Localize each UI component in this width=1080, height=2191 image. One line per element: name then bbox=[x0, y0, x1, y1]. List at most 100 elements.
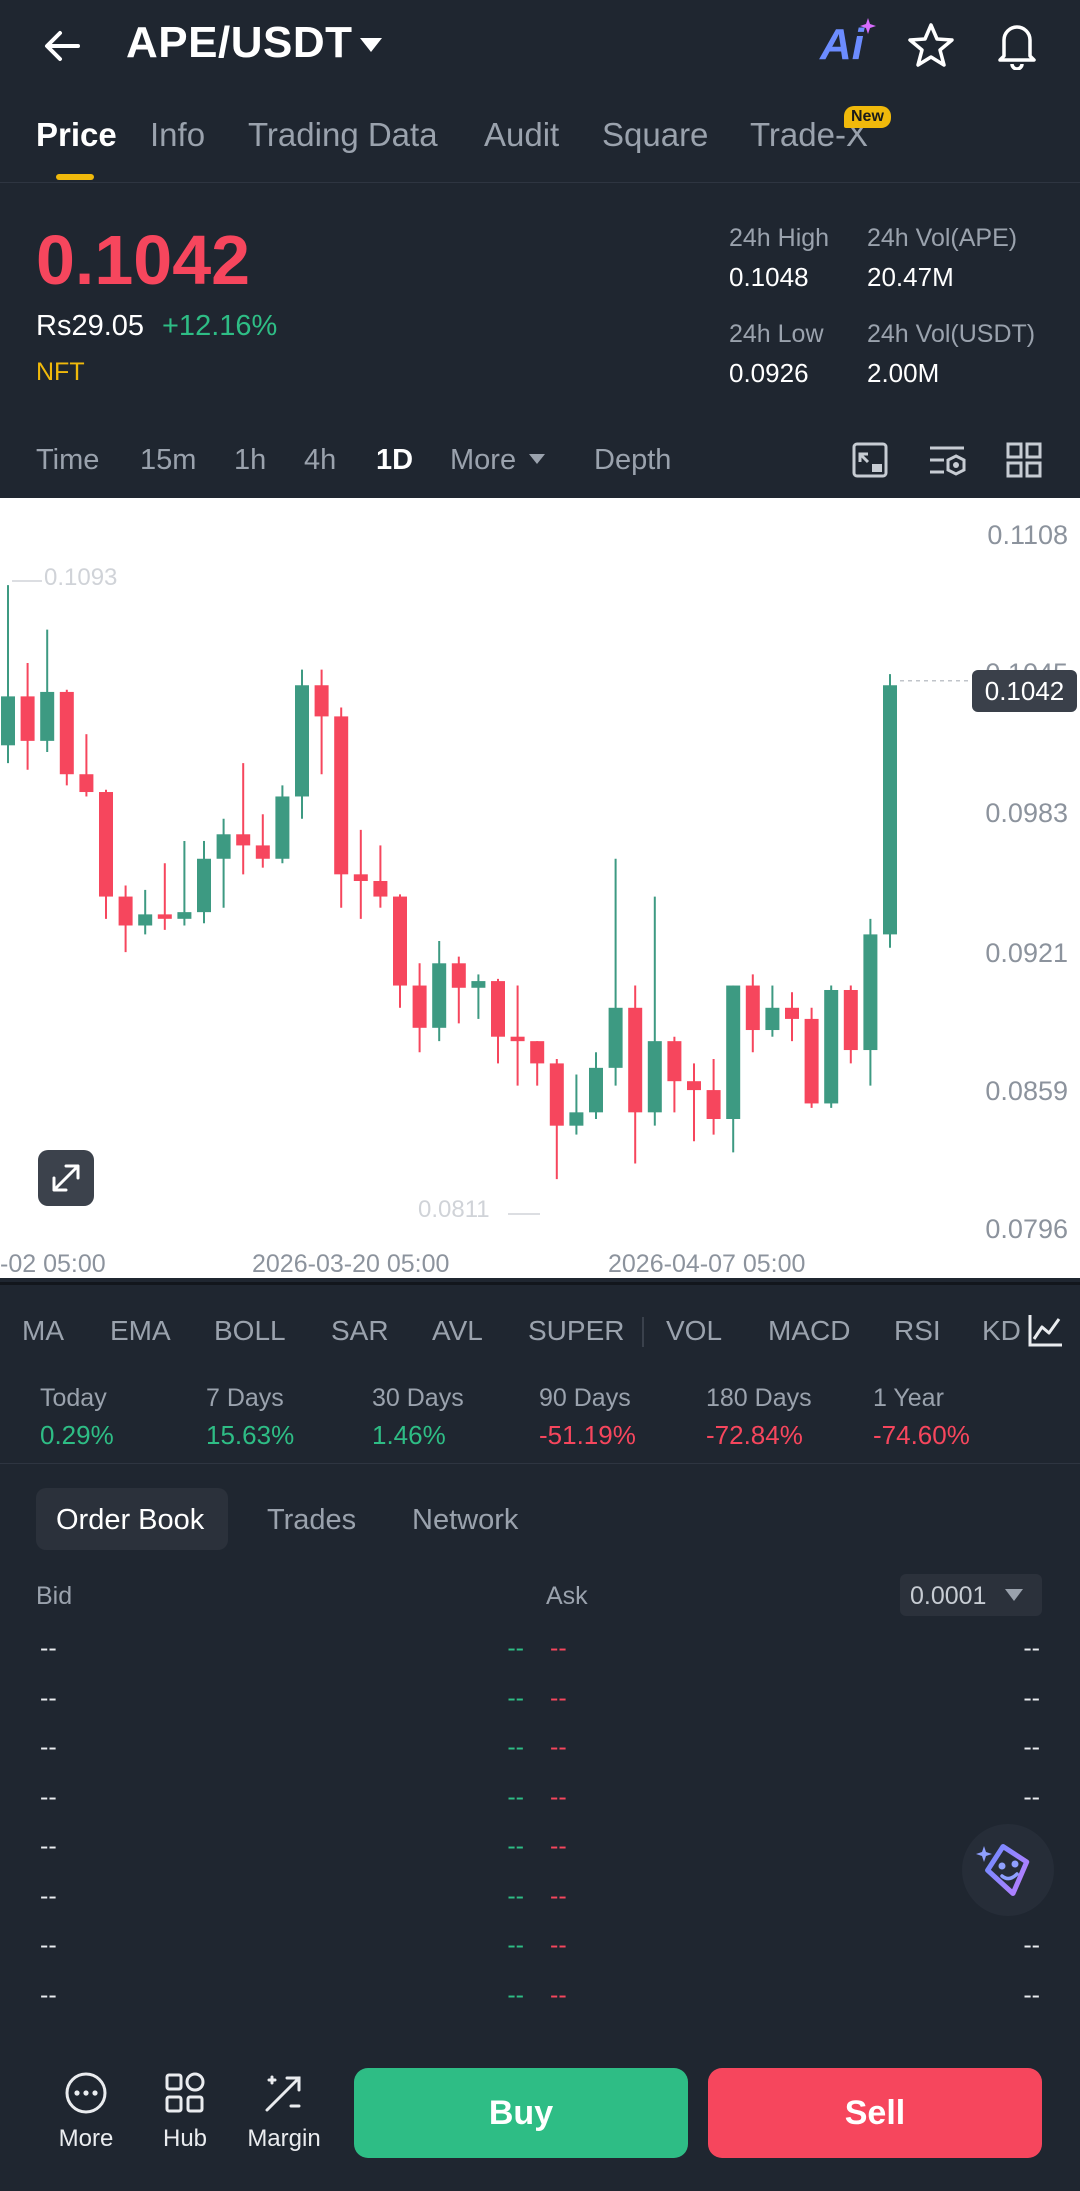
tab-price[interactable]: Price bbox=[36, 116, 117, 153]
indicator-boll[interactable]: BOLL bbox=[214, 1315, 286, 1346]
more-dropdown-icon[interactable] bbox=[528, 452, 546, 470]
buy-button[interactable]: Buy bbox=[354, 2068, 688, 2158]
ai-button[interactable]: Ai bbox=[820, 18, 876, 69]
tab-order-book-bg[interactable] bbox=[36, 1488, 228, 1550]
ask-qty: -- bbox=[550, 1882, 567, 1910]
grid-layout-icon[interactable] bbox=[1004, 440, 1044, 485]
tab-trading-data[interactable]: Trading Data bbox=[248, 116, 438, 153]
candle-body bbox=[647, 1041, 662, 1113]
candle-body bbox=[510, 1036, 525, 1042]
bid-price: -- bbox=[40, 1684, 57, 1712]
interval-time[interactable]: Time bbox=[36, 444, 100, 476]
ask-qty: -- bbox=[550, 1832, 567, 1860]
indicator-settings-icon[interactable] bbox=[1024, 1309, 1066, 1356]
hub-button[interactable]: Hub bbox=[130, 2070, 240, 2153]
ai-assistant-button[interactable] bbox=[962, 1824, 1054, 1916]
order-book-row[interactable]: -------- bbox=[0, 1931, 1080, 1971]
ask-price: -- bbox=[1023, 1931, 1040, 1959]
interval-1h[interactable]: 1h bbox=[234, 444, 267, 476]
tab-trades[interactable]: Trades bbox=[267, 1504, 357, 1536]
margin-label: Margin bbox=[247, 2125, 321, 2152]
star-icon[interactable] bbox=[906, 20, 956, 75]
ask-price: -- bbox=[1023, 1783, 1040, 1811]
indicator-ema[interactable]: EMA bbox=[110, 1315, 171, 1346]
tab-square[interactable]: Square bbox=[602, 116, 709, 153]
candle-body bbox=[295, 685, 309, 797]
low-label: 24h Low bbox=[729, 320, 824, 348]
tab-info[interactable]: Info bbox=[150, 116, 206, 153]
y-tick: 0.0859 bbox=[985, 1076, 1068, 1106]
pair-title[interactable]: APE/USDT bbox=[126, 18, 353, 67]
order-book-row[interactable]: -- -- -- bbox=[0, 1832, 1080, 1872]
pair-dropdown-icon[interactable] bbox=[358, 36, 384, 59]
candle-body bbox=[20, 696, 35, 741]
hub-icon bbox=[165, 2072, 205, 2113]
low-value: 0.0926 bbox=[729, 358, 809, 388]
ask-qty: -- bbox=[550, 1931, 567, 1959]
bid-qty: -- bbox=[507, 1882, 524, 1910]
ask-qty: -- bbox=[550, 1783, 567, 1811]
back-arrow-icon[interactable] bbox=[38, 22, 86, 70]
tab-order-book[interactable]: Order Book bbox=[56, 1504, 205, 1536]
candle-body bbox=[236, 834, 251, 846]
indicator-avl[interactable]: AVL bbox=[432, 1315, 483, 1346]
tab-network[interactable]: Network bbox=[412, 1504, 519, 1536]
indicator-macd[interactable]: MACD bbox=[768, 1315, 851, 1346]
indicator-ma[interactable]: MA bbox=[22, 1315, 64, 1346]
interval-4h[interactable]: 4h bbox=[304, 444, 337, 476]
candle-body bbox=[412, 985, 427, 1028]
x-tick: 2026-03-20 05:00 bbox=[252, 1250, 450, 1278]
candle-body bbox=[745, 985, 760, 1031]
interval-more[interactable]: More bbox=[450, 444, 517, 476]
order-book-row[interactable]: -------- bbox=[0, 1981, 1080, 2021]
order-book-row[interactable]: -------- bbox=[0, 1634, 1080, 1674]
perf-180d-label: 180 Days bbox=[706, 1384, 812, 1412]
interval-1d[interactable]: 1D bbox=[376, 444, 414, 476]
candle-body bbox=[197, 858, 211, 913]
candle-body bbox=[59, 691, 74, 775]
candle-body bbox=[79, 774, 94, 793]
fullscreen-button[interactable] bbox=[38, 1150, 94, 1206]
order-book-row[interactable]: -------- bbox=[0, 1733, 1080, 1773]
candle-body bbox=[255, 845, 270, 859]
perf-90d-label: 90 Days bbox=[539, 1384, 631, 1412]
candle-body bbox=[432, 963, 447, 1028]
change-percent: +12.16% bbox=[162, 310, 278, 342]
interval-15m[interactable]: 15m bbox=[140, 444, 197, 476]
chart-settings-icon[interactable] bbox=[850, 440, 890, 485]
indicator-sar[interactable]: SAR bbox=[331, 1315, 389, 1346]
indicator-kd[interactable]: KD bbox=[982, 1315, 1021, 1346]
vol-base-value: 20.47M bbox=[867, 262, 954, 292]
indicator-vol[interactable]: VOL bbox=[666, 1315, 723, 1346]
candle-body bbox=[1, 696, 15, 746]
tab-audit[interactable]: Audit bbox=[484, 116, 560, 153]
bid-price: -- bbox=[40, 1733, 57, 1761]
vol-quote-label: 24h Vol(USDT) bbox=[867, 320, 1036, 348]
expand-icon bbox=[52, 1164, 80, 1192]
more-button[interactable]: More bbox=[31, 2070, 141, 2153]
category-tag[interactable]: NFT bbox=[36, 358, 85, 386]
order-book-row[interactable]: -------- bbox=[0, 1783, 1080, 1823]
ask-qty: -- bbox=[550, 1684, 567, 1712]
high-label: 24h High bbox=[729, 224, 830, 252]
vol-base-label: 24h Vol(APE) bbox=[867, 224, 1018, 252]
ask-price: -- bbox=[1023, 1634, 1040, 1662]
candle-body bbox=[687, 1081, 701, 1091]
bid-header: Bid bbox=[36, 1582, 73, 1610]
candle-body bbox=[628, 1007, 643, 1113]
candlestick-chart[interactable]: 0.1108 0.1045 0.0983 0.0921 0.0859 0.079… bbox=[0, 498, 1080, 1278]
y-tick: 0.0921 bbox=[985, 938, 1068, 968]
bell-icon[interactable] bbox=[992, 18, 1042, 75]
sell-button[interactable]: Sell bbox=[708, 2068, 1042, 2158]
indicator-rsi[interactable]: RSI bbox=[894, 1315, 941, 1346]
order-book-row[interactable]: -------- bbox=[0, 1882, 1080, 1922]
chart-tool-icon[interactable] bbox=[926, 440, 968, 485]
candle-body bbox=[471, 981, 486, 988]
precision-select[interactable]: 0.0001 bbox=[900, 1574, 1042, 1616]
indicator-super[interactable]: SUPER bbox=[528, 1315, 625, 1346]
interval-depth[interactable]: Depth bbox=[594, 444, 672, 476]
y-tick: 0.0983 bbox=[985, 798, 1068, 828]
order-book-row[interactable]: -------- bbox=[0, 1684, 1080, 1724]
margin-button[interactable]: Margin bbox=[229, 2070, 339, 2153]
candle-body bbox=[569, 1112, 584, 1126]
